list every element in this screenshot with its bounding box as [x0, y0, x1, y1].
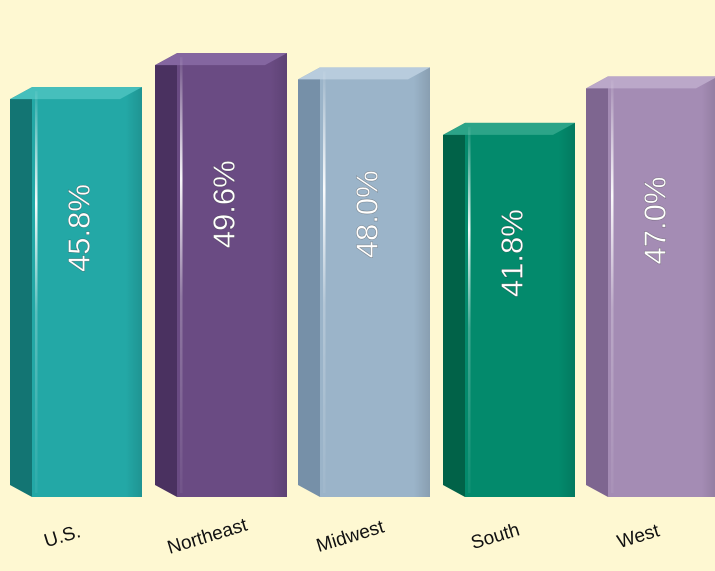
bar-top-face — [155, 53, 287, 66]
category-label-northeast: Northeast — [165, 514, 251, 558]
bar-top-face — [443, 122, 575, 135]
category-labels-group: U.S. Northeast Midwest South West — [42, 514, 663, 558]
bar-south: 41.8% — [443, 122, 575, 497]
bar-top-face — [10, 87, 142, 100]
bar-highlight — [35, 91, 38, 493]
bar-front-shade — [320, 67, 430, 498]
bar-value-label: 45.8% — [62, 184, 97, 272]
bar-side-face — [443, 122, 465, 497]
category-label-south: South — [469, 519, 523, 554]
bar-top-face — [298, 67, 430, 80]
bar-value-label: 49.6% — [207, 160, 242, 248]
bar-u-s: 45.8% — [10, 87, 142, 497]
bar-highlight — [468, 126, 471, 493]
bar-highlight — [323, 71, 326, 494]
category-label-u-s: U.S. — [42, 521, 83, 552]
bar-side-face — [155, 53, 177, 497]
bar-front-shade — [608, 76, 715, 497]
bars-group: 45.8% 49.6% 48.0% 41.8% 47.0% — [10, 53, 715, 498]
bar-front-shade — [465, 122, 575, 497]
bar-side-face — [298, 67, 320, 498]
bar-midwest: 48.0% — [298, 67, 430, 498]
category-label-west: West — [615, 520, 663, 553]
bar-side-face — [586, 76, 608, 497]
bar-northeast: 49.6% — [155, 53, 287, 497]
bar-highlight — [180, 57, 183, 493]
bar-side-face — [10, 87, 32, 497]
bar-highlight — [611, 80, 614, 493]
bar-value-label: 47.0% — [638, 177, 673, 265]
category-label-midwest: Midwest — [314, 516, 387, 557]
bar-front-shade — [32, 87, 142, 497]
bar-west: 47.0% — [586, 76, 715, 497]
bar-front-shade — [177, 53, 287, 497]
bar-value-label: 41.8% — [495, 209, 530, 297]
bar-top-face — [586, 76, 715, 89]
bar-value-label: 48.0% — [350, 170, 385, 258]
